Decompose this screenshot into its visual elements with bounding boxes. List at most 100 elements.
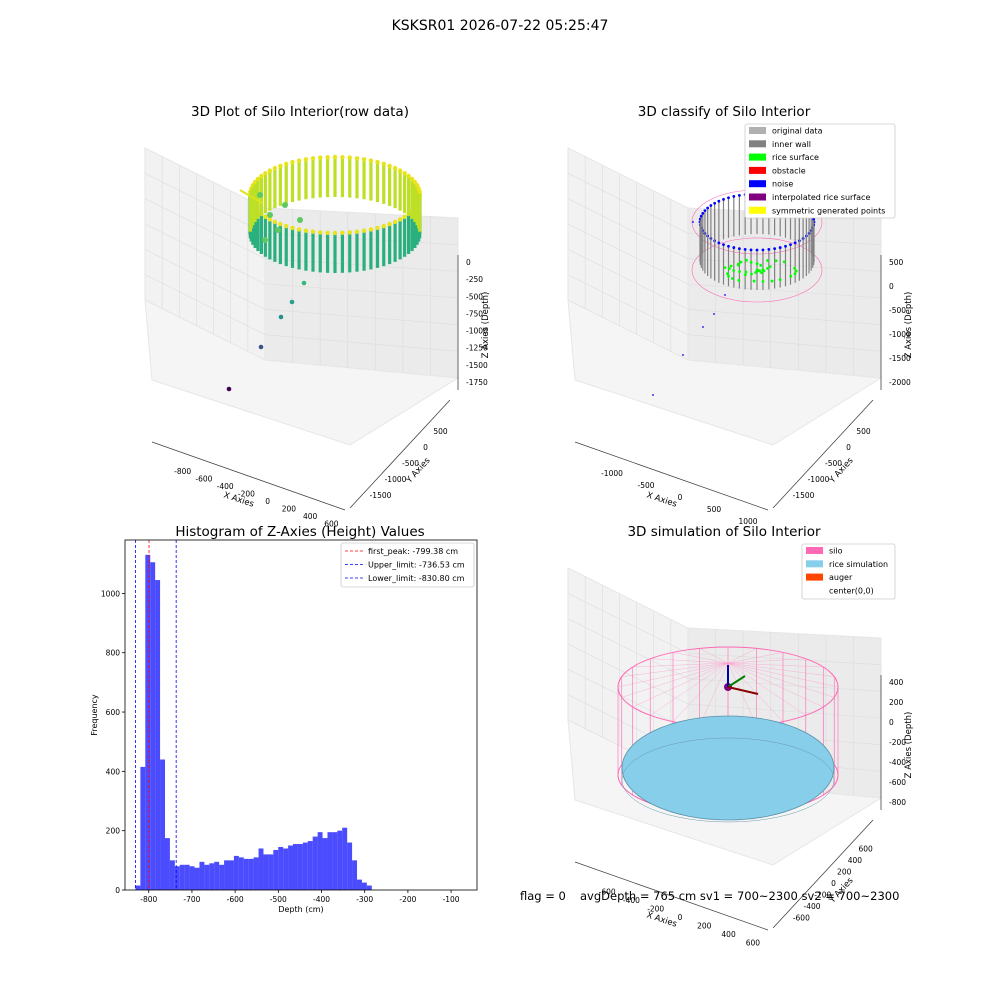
- histogram-bar: [209, 863, 215, 890]
- raw-point: [368, 227, 374, 232]
- simulation-silo-roof: [672, 662, 729, 722]
- classify-y-axis-line: [772, 399, 874, 509]
- simulation-y-axis-line: [772, 819, 874, 929]
- histogram-bar: [219, 864, 225, 890]
- classify-z-tick-label: -1000: [889, 330, 911, 339]
- histogram-bar: [317, 832, 323, 890]
- classify-pane-floor: [567, 299, 883, 446]
- histogram-y-tick-label: 400: [106, 767, 121, 776]
- classify-rice-point: [774, 259, 778, 263]
- histogram-bar: [233, 855, 239, 890]
- simulation-z-tick-label: -800: [889, 798, 906, 807]
- classify-legend-label: original data: [772, 127, 823, 136]
- raw-point: [412, 179, 418, 185]
- raw-grid-line: [264, 334, 459, 352]
- raw-grid-line: [144, 223, 266, 285]
- raw-outlier-point: [258, 344, 264, 350]
- classify-legend-label: noise: [772, 180, 793, 189]
- classify-legend-label: interpolated rice surface: [772, 193, 870, 202]
- histogram-bar: [243, 858, 249, 890]
- raw-point: [361, 228, 367, 233]
- raw-point: [278, 163, 283, 169]
- classify-noise-point: [717, 241, 721, 245]
- histogram-bar: [347, 842, 353, 890]
- raw-point: [354, 229, 360, 234]
- simulation-z-axis-label: Z Axies (Depth): [904, 712, 914, 779]
- raw-point: [297, 217, 303, 223]
- histogram-panel-title: Histogram of Z-Axies (Height) Values: [175, 524, 425, 540]
- classify-noise-point: [755, 248, 759, 252]
- raw-point: [387, 221, 392, 227]
- histogram-bar: [337, 830, 343, 890]
- histogram-bar: [214, 861, 220, 890]
- classify-x-tick-label: -500: [637, 481, 654, 490]
- raw-point: [255, 176, 261, 182]
- histogram-bar: [361, 882, 367, 890]
- classify-rice-point: [778, 278, 782, 282]
- histogram-legend-label: first_peak: -799.38 cm: [368, 547, 458, 556]
- histogram-bar: [263, 854, 269, 890]
- raw-point: [303, 157, 309, 162]
- histogram-bar: [312, 836, 318, 890]
- raw-grid-line: [144, 274, 266, 335]
- simulation-legend-swatch: [806, 560, 823, 568]
- classify-rice-point: [794, 269, 798, 273]
- raw-y-tick-label: 500: [433, 427, 448, 436]
- raw-point: [252, 179, 258, 185]
- raw-point: [275, 227, 281, 233]
- raw-point: [318, 155, 323, 160]
- classify-rice-point: [770, 279, 774, 283]
- classify-rice-point: [723, 266, 727, 270]
- raw-point: [325, 230, 330, 236]
- histogram-bar: [273, 849, 279, 890]
- classify-noise-point: [727, 196, 730, 200]
- raw-grid-line: [144, 173, 266, 234]
- simulation-grid-line: [567, 593, 689, 654]
- histogram-bar: [248, 858, 254, 890]
- classify-x-axis-line: [574, 441, 769, 511]
- histogram-y-axis-label: Frequency: [90, 694, 99, 736]
- raw-point: [318, 230, 323, 235]
- simulation-silo-roof: [727, 662, 806, 716]
- classify-noise-point: [706, 206, 710, 210]
- histogram-y-tick-label: 800: [106, 649, 121, 658]
- classify-y-tick-label: -500: [825, 459, 842, 468]
- simulation-silo-roof: [727, 662, 835, 677]
- classify-noise-point: [722, 197, 725, 201]
- raw-outlier-point: [278, 314, 284, 320]
- simulation-x-tick-label: 200: [697, 922, 712, 931]
- raw-grid-line: [264, 233, 459, 245]
- classify-noise-point: [732, 246, 736, 249]
- simulation-legend-box: [801, 543, 896, 600]
- histogram-bar: [189, 866, 195, 890]
- raw-point: [354, 156, 360, 161]
- raw-x-tick-label: -200: [238, 489, 255, 498]
- classify-rice-point: [726, 272, 729, 276]
- histogram-bar: [179, 864, 185, 890]
- simulation-silo-roof: [727, 662, 835, 698]
- classify-legend-swatch: [749, 166, 766, 174]
- histogram-bar: [278, 846, 284, 890]
- classify-noise-point: [743, 247, 747, 251]
- histogram-bar: [135, 885, 141, 890]
- raw-point: [368, 158, 374, 163]
- raw-grid-line: [144, 249, 266, 310]
- classify-rice-point: [739, 260, 743, 264]
- raw-point: [381, 223, 386, 229]
- classify-noise-point: [778, 246, 782, 249]
- simulation-panel-title: 3D simulation of Silo Interior: [627, 524, 821, 540]
- classify-rice-point: [736, 262, 740, 266]
- classify-legend-swatch: [749, 193, 766, 201]
- classify-rice-point: [782, 260, 786, 264]
- classify-legend-swatch: [749, 153, 766, 161]
- histogram-bar: [164, 838, 170, 890]
- raw-point: [381, 161, 386, 167]
- classify-noise-point: [709, 204, 713, 207]
- classify-y-tick-label: 0: [846, 443, 851, 452]
- classify-rice-point: [745, 258, 748, 262]
- classify-rice-point: [743, 273, 747, 277]
- raw-y-tick-label: -1000: [385, 475, 407, 484]
- raw-point: [417, 189, 422, 194]
- raw-point: [263, 171, 268, 176]
- classify-noise-point: [773, 247, 777, 251]
